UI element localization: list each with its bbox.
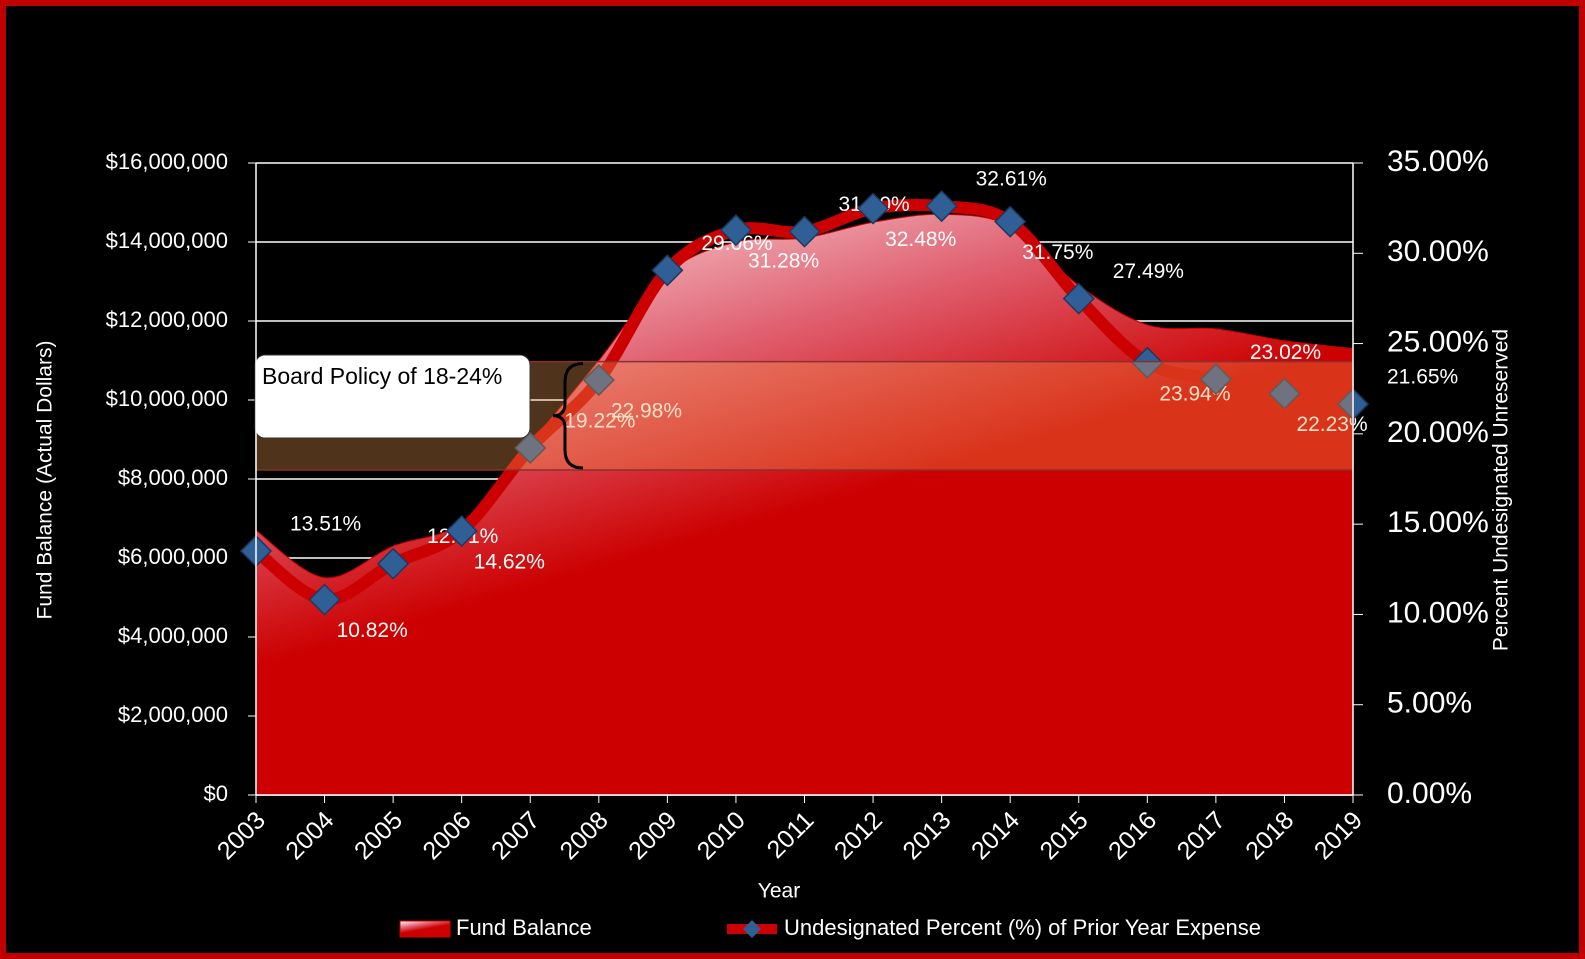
y2-tick-label: 0.00% [1387,777,1472,810]
data-label: 31.28% [748,250,819,273]
data-label: 23.02% [1250,341,1321,364]
marker [994,205,1027,238]
y-tick-label: $12,000,000 [106,307,228,332]
marker [925,190,958,223]
marker [1268,377,1301,410]
marker [445,514,478,548]
marker [377,547,410,580]
y-tick-label: $0 [204,781,228,806]
y2-tick-label: 10.00% [1387,596,1489,629]
y-tick-label: $10,000,000 [106,386,228,411]
legend-swatch [399,920,451,938]
marker [514,431,547,465]
data-label: 31.75% [1022,241,1093,264]
marker [651,254,684,287]
annotation: Board Policy of 18-24% [262,363,503,389]
data-label: 10.82% [337,619,408,642]
marker [788,215,821,248]
y2-tick-label: 5.00% [1387,687,1472,720]
data-label: 13.51% [290,513,361,536]
annotation-box [254,354,531,439]
y2-axis-label: Percent Undesignated Unreserved [1490,329,1513,651]
y2-tick-label: 25.00% [1387,325,1489,358]
y-tick-label: $16,000,000 [106,149,228,174]
marker [308,583,341,616]
y-tick-label: $14,000,000 [106,228,228,253]
y2-tick-label: 20.00% [1387,416,1489,449]
data-label: 22.23% [1296,413,1367,436]
y2-tick-label: 30.00% [1387,235,1489,268]
data-label: 32.48% [885,228,956,251]
annotation-text: Board Policy of 18-24% [262,363,503,389]
legend-marker [743,920,761,938]
data-label: 22.98% [611,400,682,423]
marker [582,363,615,397]
marker [1062,282,1095,315]
y-tick-label: $8,000,000 [118,465,228,490]
marker [1199,363,1232,396]
y-tick-label: $4,000,000 [118,623,228,648]
data-label: 19.22% [564,409,635,432]
marker [857,192,890,225]
y2-tick-label: 35.00% [1387,145,1489,178]
y2-tick-label: 15.00% [1387,506,1489,539]
x-axis-label: Year [758,880,800,903]
data-label: 21.65% [1387,366,1458,389]
data-label: 32.61% [976,168,1047,191]
y-tick-label: $2,000,000 [118,702,228,727]
brace [552,362,584,470]
marker [1131,346,1164,379]
data-label: 27.49% [1113,260,1184,283]
y-tick-label: $6,000,000 [118,544,228,569]
data-label: 14.62% [474,551,545,574]
marker [719,214,752,247]
legend-label: Undesignated Percent (%) of Prior Year E… [784,915,1261,940]
legend-label: Fund Balance [456,915,592,940]
y-axis-label: Fund Balance (Actual Dollars) [34,341,57,620]
